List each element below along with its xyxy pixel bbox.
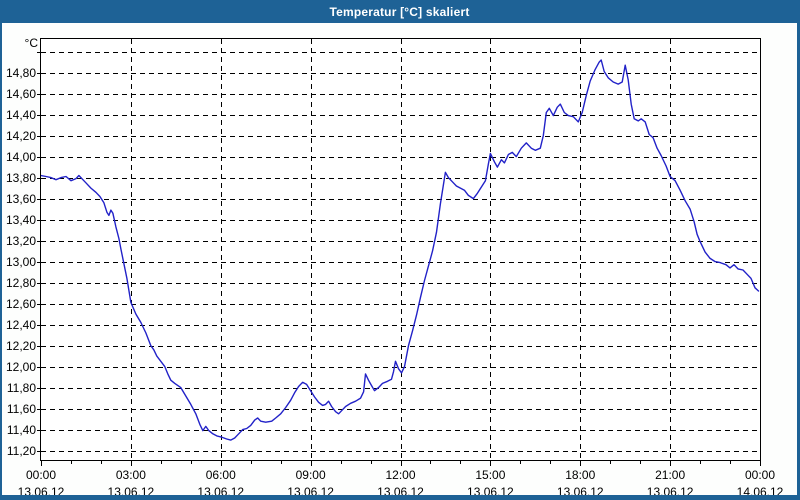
window-titlebar[interactable]: Temperatur [°C] skaliert (2, 0, 797, 23)
x-tick-time-label: 18:00 (565, 468, 596, 482)
x-tick-date-label: 13.06.12 (287, 485, 334, 499)
x-minor-tick-mark (161, 461, 162, 464)
y-tick-mark (37, 388, 41, 389)
window-title: Temperatur [°C] skaliert (329, 4, 470, 19)
y-tick-mark (37, 367, 41, 368)
y-tick-label: 14,00 (5, 149, 36, 164)
x-minor-tick-mark (640, 461, 641, 464)
x-minor-tick-mark (281, 461, 282, 464)
x-minor-tick-mark (610, 461, 611, 464)
x-tick-date-label: 13.06.12 (377, 485, 424, 499)
y-tick-label: 12,60 (5, 296, 36, 311)
y-tick-label: 13,60 (5, 191, 36, 206)
x-major-tick-mark (401, 461, 402, 466)
x-tick-date-label: 13.06.12 (646, 485, 694, 499)
x-minor-tick-mark (700, 461, 701, 464)
y-tick-mark (37, 283, 41, 284)
x-minor-tick-mark (460, 461, 461, 464)
x-minor-tick-mark (430, 461, 431, 464)
x-tick-time-label: 21:00 (655, 468, 686, 482)
y-tick-mark (37, 325, 41, 326)
x-minor-tick-mark (71, 461, 72, 464)
x-minor-tick-mark (341, 461, 342, 464)
y-tick-label: 12,00 (5, 359, 36, 374)
x-minor-tick-mark (101, 461, 102, 464)
y-tick-mark (37, 451, 41, 452)
y-tick-label: 14,60 (5, 86, 36, 101)
y-tick-mark (37, 178, 41, 179)
y-tick-label: 14,80 (5, 65, 36, 80)
y-tick-label: 14,40 (5, 107, 36, 122)
y-tick-mark (37, 430, 41, 431)
x-tick-time-label: 15:00 (475, 468, 506, 482)
chart-area: °C 14,80 14,60 14,40 14,20 14,00 13,80 13,60 13… (2, 23, 797, 495)
y-tick-label: 12,40 (5, 317, 36, 332)
y-tick-label: 11,80 (6, 380, 36, 395)
x-major-tick-mark (311, 461, 312, 466)
y-tick-mark (37, 52, 41, 53)
y-tick-mark (37, 346, 41, 347)
y-tick-label: 13,20 (5, 233, 36, 248)
y-tick-mark (37, 304, 41, 305)
x-tick-date-label: 14.06.12 (736, 485, 784, 499)
x-minor-tick-mark (371, 461, 372, 464)
x-major-tick-mark (760, 461, 761, 466)
temperature-chart-svg (41, 39, 760, 460)
y-tick-mark (37, 136, 41, 137)
x-major-tick-mark (580, 461, 581, 466)
x-tick-date-label: 13.06.12 (17, 485, 65, 499)
x-tick-time-label: 12:00 (385, 468, 416, 482)
y-tick-mark (37, 262, 41, 263)
x-minor-tick-mark (191, 461, 192, 464)
y-tick-mark (37, 199, 41, 200)
x-major-tick-mark (131, 461, 132, 466)
y-tick-mark (37, 241, 41, 242)
y-tick-label: 11,60 (6, 401, 36, 416)
y-tick-label: 13,80 (5, 170, 36, 185)
x-tick-time-label: 00:00 (744, 468, 776, 482)
x-tick-time-label: 03:00 (115, 468, 146, 482)
y-tick-label: 13,00 (5, 254, 36, 269)
plot-area (40, 38, 761, 461)
gridlines (41, 39, 760, 460)
x-tick-time-label: 06:00 (205, 468, 236, 482)
x-major-tick-mark (670, 461, 671, 466)
y-tick-label: 12,80 (5, 275, 36, 290)
y-tick-mark (37, 409, 41, 410)
x-tick-date-label: 13.06.12 (107, 485, 155, 499)
x-tick-time-label: 09:00 (295, 468, 326, 482)
y-tick-label: 11,20 (6, 443, 36, 458)
y-tick-label: 11,40 (6, 422, 36, 437)
y-tick-mark (37, 115, 41, 116)
x-minor-tick-mark (730, 461, 731, 464)
x-minor-tick-mark (520, 461, 521, 464)
x-major-tick-mark (41, 461, 42, 466)
y-tick-label: 12,20 (5, 338, 36, 353)
x-minor-tick-mark (550, 461, 551, 464)
x-tick-date-label: 13.06.12 (197, 485, 245, 499)
x-tick-time-label: 00:00 (25, 468, 57, 482)
x-minor-tick-mark (251, 461, 252, 464)
y-tick-mark (37, 220, 41, 221)
x-major-tick-mark (490, 461, 491, 466)
temperature-line (41, 59, 760, 441)
y-tick-label: 14,20 (5, 128, 36, 143)
x-tick-date-label: 13.06.12 (467, 485, 514, 499)
y-axis-unit-label: °C (24, 36, 38, 50)
y-tick-label: 13,40 (5, 212, 36, 227)
x-tick-date-label: 13.06.12 (556, 485, 604, 499)
y-tick-mark (37, 73, 41, 74)
x-major-tick-mark (221, 461, 222, 466)
y-tick-mark (37, 94, 41, 95)
y-tick-mark (37, 157, 41, 158)
